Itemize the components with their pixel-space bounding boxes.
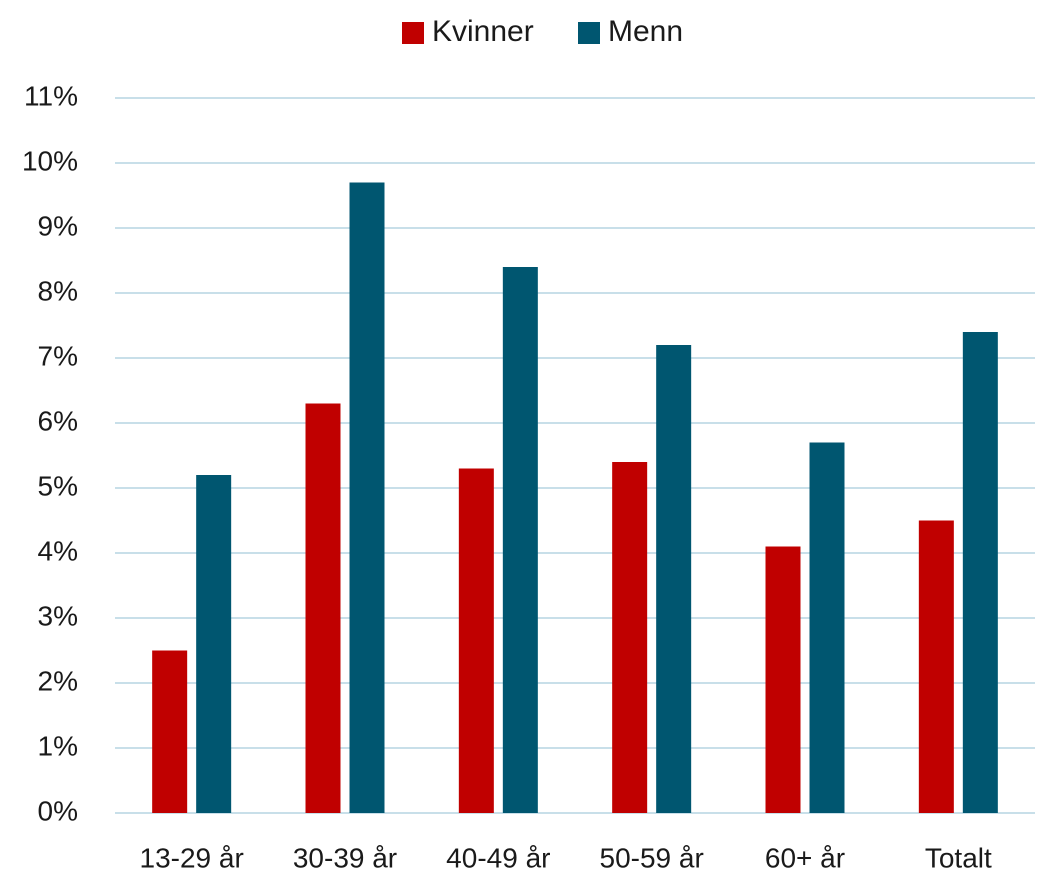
y-tick-label: 0% (38, 795, 78, 826)
x-tick-label: Totalt (925, 842, 992, 873)
y-tick-label: 7% (38, 340, 78, 371)
y-tick-label: 9% (38, 210, 78, 241)
legend-swatch (578, 22, 600, 44)
bar (809, 442, 845, 813)
y-tick-label: 11% (24, 80, 78, 111)
bar (196, 475, 232, 813)
x-tick-label: 13-29 år (140, 842, 244, 873)
x-tick-label: 40-49 år (446, 842, 550, 873)
x-tick-label: 50-59 år (600, 842, 704, 873)
bar (458, 468, 494, 813)
y-tick-label: 2% (38, 665, 78, 696)
y-tick-label: 6% (38, 405, 78, 436)
bar (305, 403, 341, 813)
x-tick-label: 60+ år (765, 842, 845, 873)
bar (656, 345, 692, 813)
legend-label: Kvinner (432, 15, 534, 48)
bar (612, 462, 648, 813)
y-tick-label: 5% (38, 470, 78, 501)
bar (962, 332, 998, 813)
bar (349, 182, 385, 813)
bar (765, 546, 801, 813)
bar (502, 267, 538, 813)
y-tick-label: 3% (38, 600, 78, 631)
y-tick-label: 4% (38, 535, 78, 566)
y-tick-label: 8% (38, 275, 78, 306)
legend-swatch (402, 22, 424, 44)
legend-label: Menn (608, 15, 683, 48)
y-tick-label: 10% (22, 145, 78, 176)
y-tick-label: 1% (38, 730, 78, 761)
x-tick-label: 30-39 år (293, 842, 397, 873)
bar (918, 520, 954, 813)
bar (152, 650, 188, 813)
